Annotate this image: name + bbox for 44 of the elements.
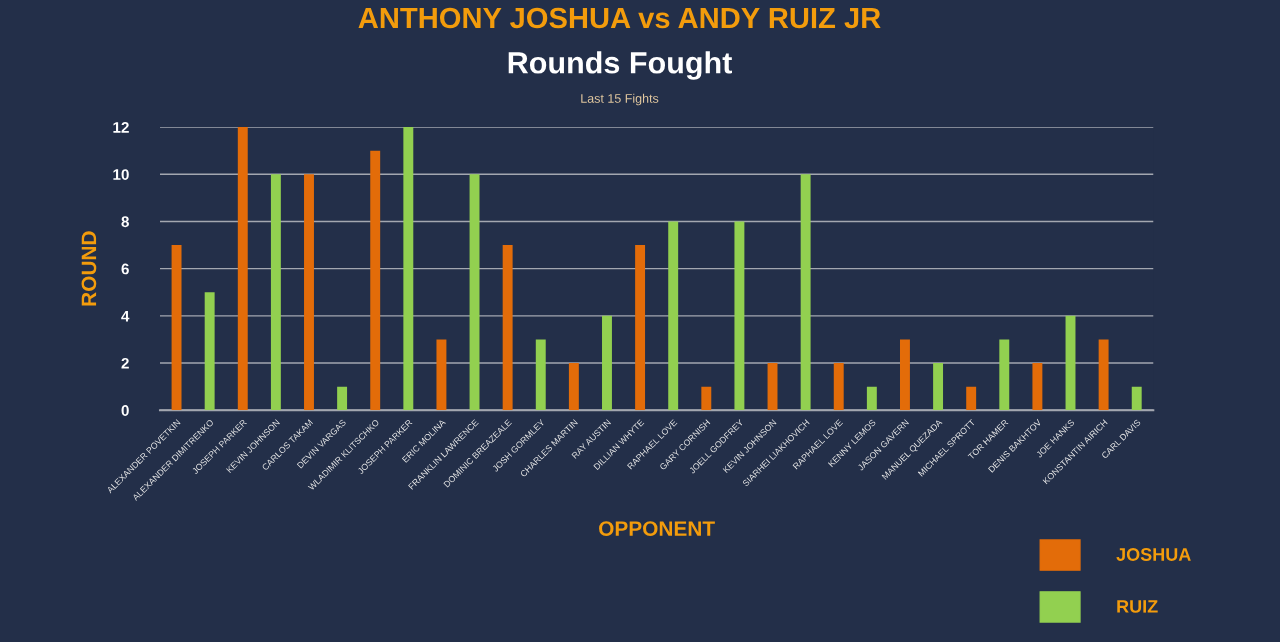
bar	[933, 363, 944, 411]
chart-subtitle: Rounds Fought	[508, 51, 733, 80]
bar	[337, 386, 348, 411]
bar	[237, 127, 248, 411]
bar	[535, 339, 546, 411]
bar	[436, 339, 447, 411]
bar	[204, 292, 215, 411]
bar	[966, 386, 977, 411]
y-tick-label: 8	[121, 216, 129, 228]
legend-label: RUIZ	[1117, 600, 1158, 613]
bar	[568, 363, 579, 411]
bar	[171, 245, 182, 411]
bar	[1032, 363, 1043, 411]
bar	[668, 221, 679, 411]
bar	[1065, 315, 1076, 411]
bar	[502, 245, 513, 411]
bar	[866, 386, 877, 411]
y-axis-title: ROUND	[81, 231, 97, 306]
bar	[403, 127, 414, 411]
bar	[270, 174, 281, 411]
y-tick-label: 12	[113, 121, 129, 133]
y-tick-label: 6	[121, 263, 129, 275]
y-tick-label: 4	[121, 310, 130, 322]
bar	[767, 363, 778, 411]
bar	[1131, 386, 1142, 411]
bar	[899, 339, 910, 411]
text: Last 15 Fights	[581, 93, 659, 106]
bar	[800, 174, 811, 411]
bar	[602, 315, 612, 411]
bar	[304, 174, 314, 411]
bar	[833, 363, 844, 411]
bar	[999, 339, 1010, 411]
legend-label: JOSHUA	[1116, 548, 1191, 561]
bar	[701, 386, 712, 411]
bar	[370, 150, 381, 411]
x-axis-title: OPPONENT	[599, 521, 715, 536]
y-tick-label: 2	[121, 357, 129, 369]
chart-title: ANTHONY JOSHUA vs ANDY RUIZ JR	[358, 7, 881, 29]
y-tick-label: 0	[121, 405, 129, 416]
bar	[734, 221, 745, 411]
bar	[635, 245, 646, 411]
y-tick-label: 10	[113, 169, 129, 180]
bar	[469, 174, 480, 411]
bar	[1098, 339, 1109, 411]
